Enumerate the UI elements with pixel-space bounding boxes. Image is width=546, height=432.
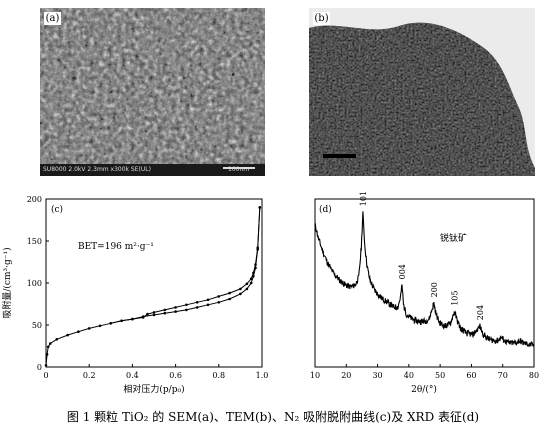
bet-adsorption-point — [217, 301, 221, 304]
bet-adsorption-point — [49, 342, 52, 345]
bet-adsorption-point — [46, 345, 50, 349]
xrd-peak-label: 004 — [398, 264, 407, 279]
panel-a-label: (a) — [44, 12, 61, 25]
bet-x-tick-label: 1.0 — [256, 371, 269, 380]
bet-y-tick-label: 150 — [27, 237, 42, 246]
bet-desorption-point — [120, 319, 123, 323]
xrd-x-tick-label: 60 — [466, 371, 476, 380]
xrd-x-tick-label: 10 — [310, 371, 320, 380]
bet-desorption-point — [141, 316, 145, 319]
bet-adsorption-point — [239, 292, 242, 296]
bet-adsorption-point — [163, 311, 167, 315]
bet-x-tick-label: 0.6 — [169, 371, 182, 380]
bet-adsorption-point — [249, 281, 253, 285]
xrd-pattern-line — [314, 211, 535, 348]
panel-b-label: (b) — [313, 12, 330, 25]
bet-x-axis-label: 相对压力(p/p₀) — [123, 383, 184, 395]
sem-scale-line — [223, 167, 255, 169]
bet-desorption-point — [249, 277, 253, 281]
bet-y-tick-label: 100 — [27, 279, 42, 288]
bet-adsorption-point — [195, 306, 199, 309]
bet-annotation: BET=196 m²·g⁻¹ — [78, 242, 154, 252]
tem-image: (b) — [309, 8, 535, 176]
sem-texture — [40, 8, 265, 176]
xrd-peak-labels: 101 004 200 105 204 — [359, 191, 485, 320]
bet-adsorption-point — [77, 330, 80, 334]
xrd-chart: 10 20 30 40 50 60 70 80 101 004 200 105 204 (d) 锐钛矿… — [310, 191, 539, 395]
bet-desorption-point — [245, 282, 249, 286]
xrd-x-tick-label: 30 — [372, 371, 382, 380]
xrd-x-tick-label: 50 — [435, 371, 445, 380]
bet-adsorption-point — [185, 308, 188, 312]
xrd-x-tick-label: 80 — [529, 371, 539, 380]
xrd-annotation: 锐钛矿 — [440, 232, 467, 244]
bet-desorption-point — [146, 312, 149, 316]
bet-desorption-point — [131, 317, 134, 321]
bet-desorption-point — [217, 295, 221, 298]
bet-x-tick-label: 0.8 — [212, 371, 225, 380]
tem-scale-bar — [323, 154, 356, 158]
bet-y-tick-label: 0 — [37, 363, 42, 372]
bet-desorption-point — [195, 301, 199, 304]
xrd-peak-label: 101 — [359, 191, 368, 206]
bet-x-tick-label: 0.2 — [83, 371, 96, 380]
bet-adsorption-point — [55, 338, 59, 341]
sem-scale-label: 100nm — [228, 166, 250, 173]
bet-desorption-point — [254, 263, 257, 266]
figure-caption: 图 1 颗粒 TiO₂ 的 SEM(a)、TEM(b)、N₂ 吸附脱附曲线(c)… — [66, 410, 480, 424]
bet-desorption-point — [152, 311, 156, 314]
xrd-peak-label: 204 — [476, 305, 485, 320]
xrd-series — [314, 211, 535, 348]
xrd-x-tick-label: 20 — [341, 371, 351, 380]
bet-desorption-point — [239, 287, 242, 291]
bet-panel-label: (c) — [51, 204, 63, 215]
bet-desorption-point — [256, 246, 260, 249]
bet-x-tick-label: 0 — [43, 371, 48, 380]
bet-adsorption-point — [66, 333, 69, 337]
xrd-peak-label: 105 — [451, 291, 460, 306]
bet-y-tick-label: 50 — [32, 321, 42, 330]
bet-desorption-point — [228, 291, 231, 295]
xrd-peak-label: 200 — [430, 282, 439, 297]
bet-desorption-point — [163, 308, 167, 312]
bet-desorption-point — [174, 306, 177, 309]
sem-info-text: SU8000 2.0kV 2.3mm x300k SE(UL) — [43, 166, 151, 173]
bet-adsorption-point — [98, 324, 102, 328]
bet-desorption-point — [206, 298, 210, 302]
bet-desorption-point — [252, 271, 255, 275]
bet-adsorption-point — [206, 303, 210, 307]
bet-desorption-line — [110, 207, 261, 324]
xrd-panel-label: (d) — [319, 204, 332, 215]
bet-desorption-point — [185, 303, 188, 307]
bet-adsorption-point — [245, 287, 249, 291]
bet-adsorption-point — [87, 327, 91, 330]
xrd-plot-frame — [314, 198, 535, 368]
bet-desorption-point — [258, 206, 262, 209]
xrd-ticks: 10 20 30 40 50 60 70 80 — [310, 364, 539, 380]
bet-y-axis-label: 吸附量/(cm³·g⁻¹) — [1, 247, 13, 318]
tem-texture — [309, 8, 535, 176]
bet-desorption-point — [109, 322, 113, 325]
sem-info-bar: SU8000 2.0kV 2.3mm x300k SE(UL) 100nm — [40, 164, 265, 176]
bet-y-tick-label: 200 — [27, 195, 42, 204]
sem-image: (a) SU8000 2.0kV 2.3mm x300k SE(UL) 100n… — [40, 8, 265, 176]
bet-chart: 0 0.2 0.4 0.6 0.8 1.0 0 50 100 150 200 (c) BET=196… — [1, 195, 268, 395]
bet-adsorption-point — [228, 297, 231, 301]
bet-adsorption-point — [45, 353, 49, 356]
bet-adsorption-point — [174, 310, 177, 313]
bet-adsorption-line — [45, 207, 261, 366]
bet-adsorption-point — [152, 313, 156, 317]
xrd-x-axis-label: 2θ/(°) — [411, 384, 437, 395]
xrd-x-tick-label: 70 — [498, 371, 508, 380]
bet-plot-frame — [45, 198, 263, 368]
xrd-x-tick-label: 40 — [404, 371, 414, 380]
bet-x-tick-label: 0.4 — [126, 371, 139, 380]
bet-ticks: 0 0.2 0.4 0.6 0.8 1.0 0 50 100 150 200 — [27, 195, 269, 380]
bet-series — [44, 206, 262, 367]
bet-adsorption-point — [44, 364, 48, 367]
